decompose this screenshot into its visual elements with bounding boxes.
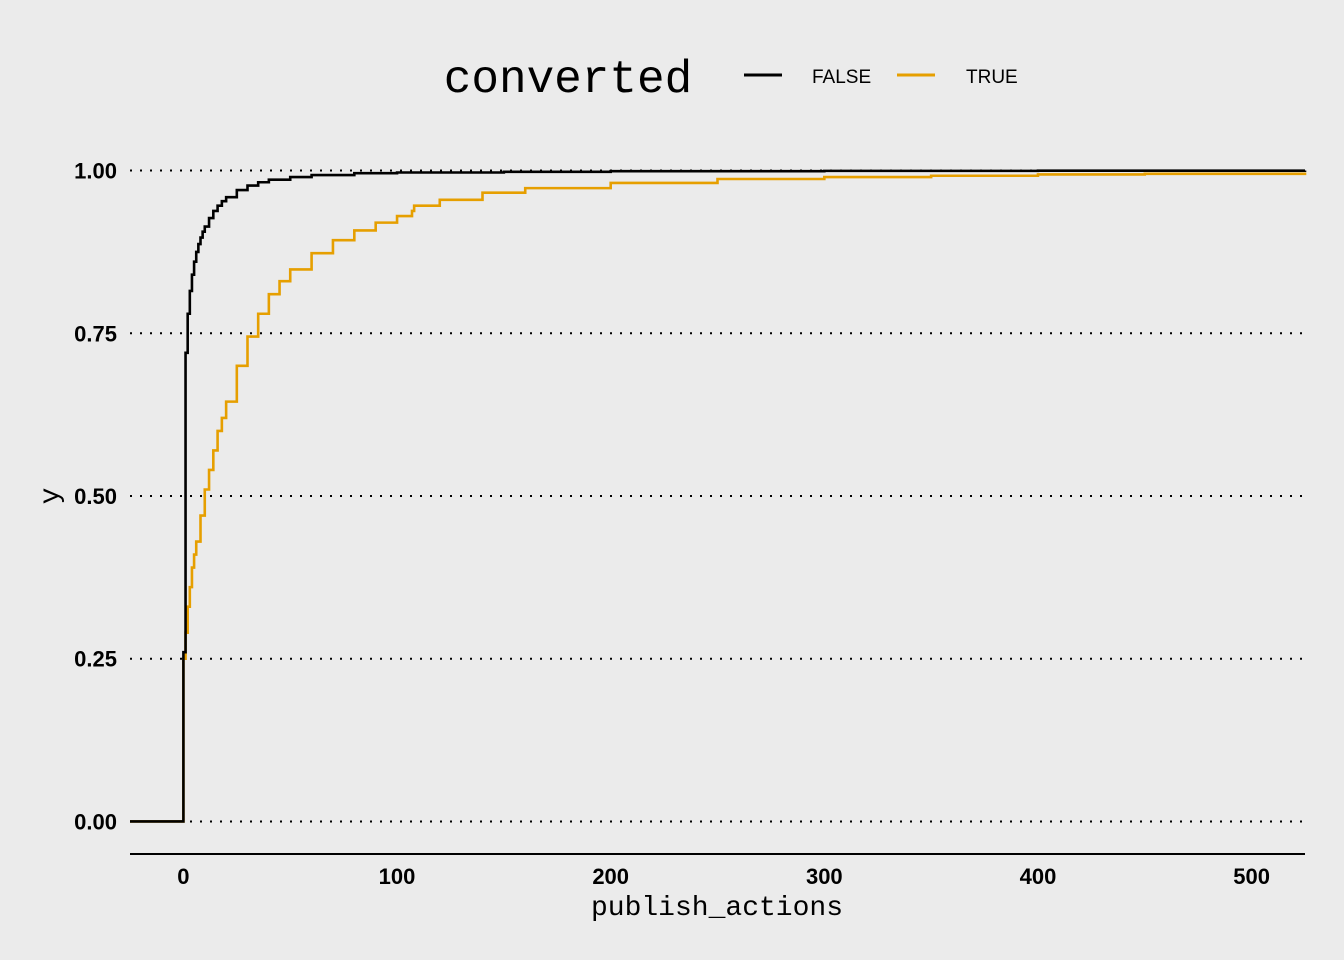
y-tick-label: 0.75 <box>74 321 117 346</box>
legend-label-false: FALSE <box>812 67 871 88</box>
y-tick-label: 0.25 <box>74 647 117 672</box>
x-tick-label: 0 <box>177 864 189 889</box>
y-tick-label: 1.00 <box>74 159 117 184</box>
legend-label-true: TRUE <box>966 67 1018 88</box>
x-tick-label: 400 <box>1020 864 1057 889</box>
x-tick-labels: 0 100 200 300 400 500 <box>177 864 1270 889</box>
y-axis-title: y <box>36 488 67 505</box>
legend: converted FALSE TRUE <box>444 54 1018 106</box>
y-tick-labels: 0.00 0.25 0.50 0.75 1.00 <box>74 159 117 835</box>
x-tick-label: 300 <box>806 864 843 889</box>
y-tick-label: 0.00 <box>74 809 117 834</box>
series-layer <box>130 169 1307 823</box>
legend-title: converted <box>444 54 692 106</box>
x-tick-label: 100 <box>379 864 416 889</box>
series-line-false <box>130 169 1307 823</box>
series-line-true <box>130 172 1307 823</box>
x-tick-label: 200 <box>592 864 629 889</box>
x-axis-title: publish_actions <box>591 893 843 924</box>
x-tick-label: 500 <box>1233 864 1270 889</box>
y-tick-label: 0.50 <box>74 484 117 509</box>
